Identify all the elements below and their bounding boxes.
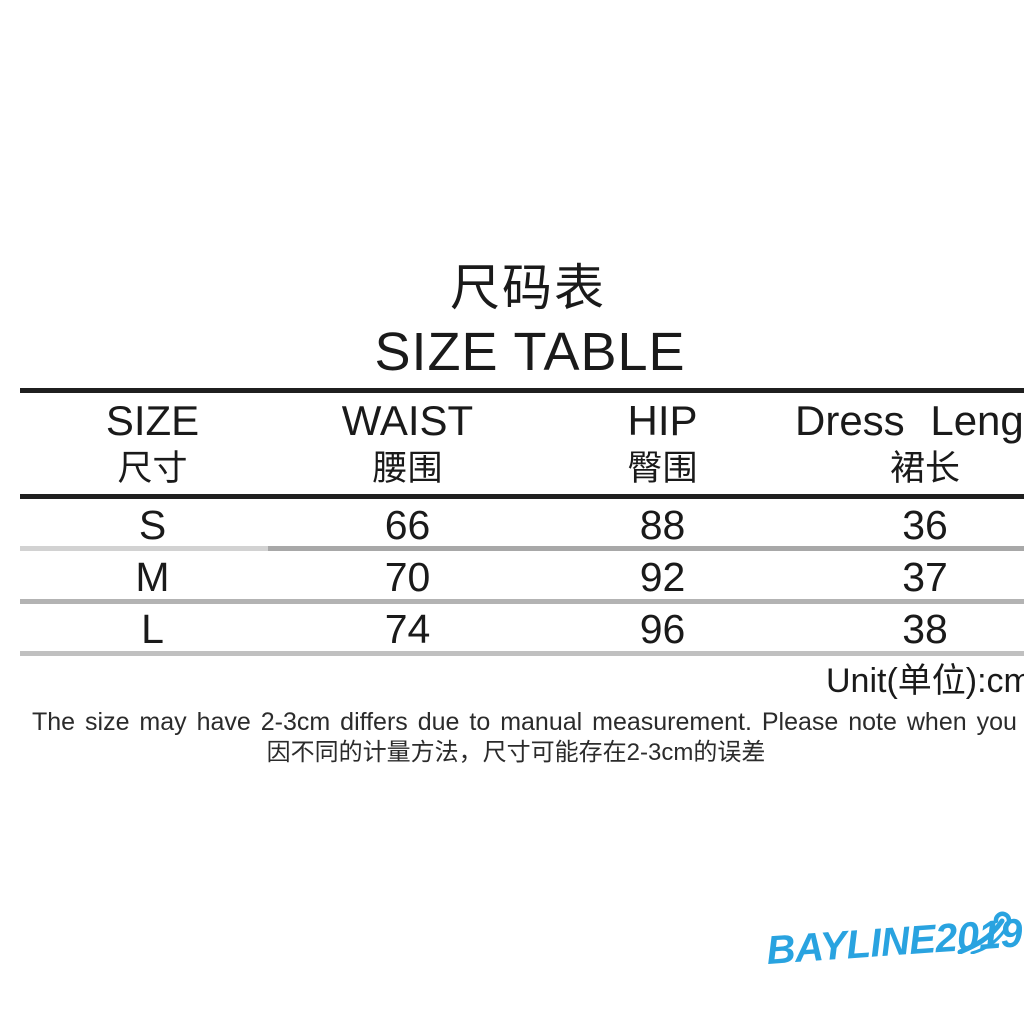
table-row: S 66 88 36 — [20, 502, 1024, 548]
header-cell-hip-en: HIP — [627, 397, 698, 444]
unit-note: Unit(单位):cm — [826, 662, 1024, 700]
header-cell-dress-length-en: Dress Length — [795, 397, 1024, 444]
header-cell-hip-zh: 臀围 — [627, 449, 698, 488]
cell-hip: 88 — [639, 502, 686, 548]
cell-dress-length: 38 — [902, 606, 948, 652]
cell-size: L — [141, 606, 164, 652]
header-cell-waist-en: WAIST — [341, 397, 474, 444]
watermark-text: BAYLINE2019 — [765, 911, 1024, 973]
cell-waist: 66 — [384, 502, 431, 548]
cell-waist: 74 — [384, 606, 431, 652]
cell-dress-length: 36 — [902, 502, 948, 548]
cell-hip: 96 — [639, 606, 686, 652]
table-top-border — [20, 388, 1024, 393]
wave-flourish-icon — [957, 911, 1012, 954]
measurement-disclaimer-en: The size may have 2-3cm differs due to m… — [32, 708, 1024, 736]
measurement-disclaimer-zh: 因不同的计量方法，尺寸可能存在2-3cm的误差 — [266, 739, 766, 766]
header-cell-waist-zh: 腰围 — [372, 449, 443, 488]
table-row: L 74 96 38 — [20, 606, 1024, 652]
table-header-row-en: SIZE WAIST HIP Dress Length — [20, 398, 1024, 444]
header-cell-size-zh: 尺寸 — [117, 449, 188, 488]
page-title-zh: 尺码表 — [450, 260, 606, 316]
row-divider — [20, 599, 1024, 604]
cell-dress-length: 37 — [902, 554, 948, 600]
page-title-en: SIZE TABLE — [374, 322, 686, 382]
row-divider — [20, 546, 1024, 551]
cell-size: M — [135, 554, 170, 600]
cell-waist: 70 — [384, 554, 431, 600]
header-cell-dress-length-zh: 裙长 — [889, 449, 960, 488]
cell-size: S — [138, 502, 167, 548]
header-cell-size-en: SIZE — [105, 397, 200, 444]
table-header-row-zh: 尺寸 腰围 臀围 裙长 — [20, 446, 1024, 492]
table-row: M 70 92 37 — [20, 554, 1024, 600]
table-bottom-border — [20, 651, 1024, 656]
table-header-bottom-border — [20, 494, 1024, 499]
cell-hip: 92 — [639, 554, 686, 600]
